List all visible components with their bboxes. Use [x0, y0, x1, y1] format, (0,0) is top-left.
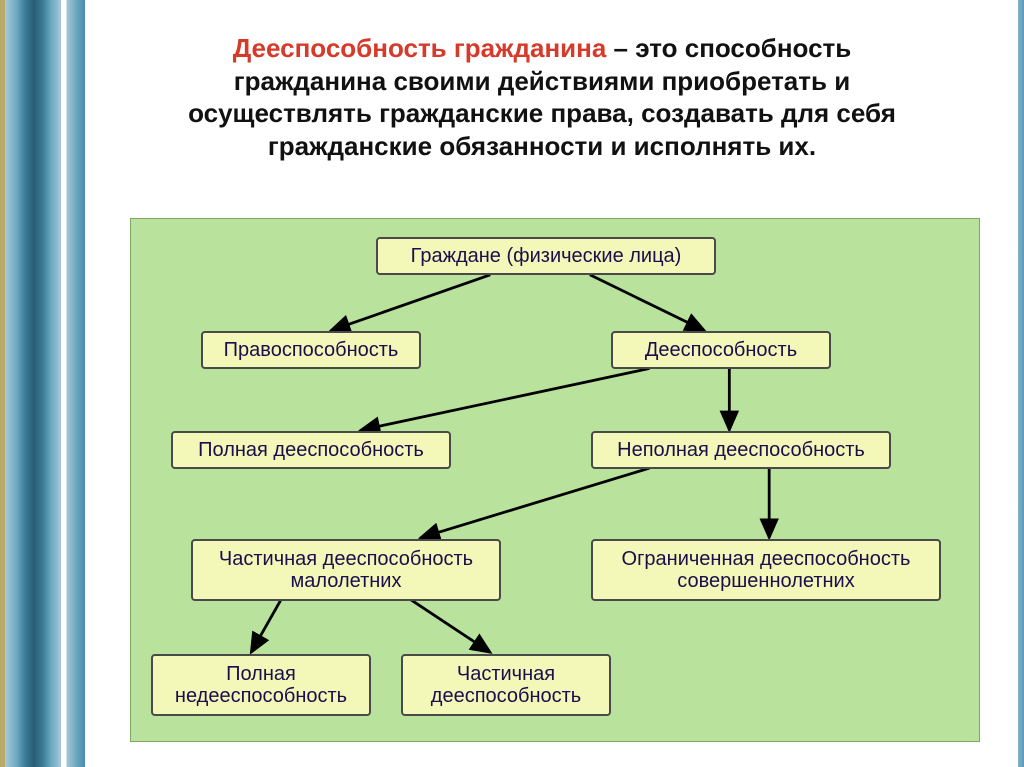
edge-minor-to-newpart — [411, 600, 491, 653]
diagram-node-dee: Дееспособность — [611, 331, 831, 369]
diagram-node-incap: Полная недееспособность — [151, 654, 371, 716]
diagram-node-root: Граждане (физические лица) — [376, 237, 716, 275]
diagram-panel: Граждане (физические лица) Правоспособнос… — [130, 218, 980, 742]
diagram-node-full: Полная дееспособность — [171, 431, 451, 469]
definition-term: Дееспособность гражданина — [233, 33, 607, 63]
diagram-node-minor: Частичная дееспособность малолетних — [191, 539, 501, 601]
edge-minor-to-incap — [251, 600, 281, 653]
left-decorative-stripe — [0, 0, 85, 767]
edge-root-to-pravo — [331, 275, 490, 331]
definition-body-line4: гражданские обязанности и исполнять их. — [268, 131, 816, 161]
definition-body-line3: осуществлять гражданские права, создават… — [188, 98, 896, 128]
diagram-node-newpart: Частичная дееспособность — [401, 654, 611, 716]
definition-text: Дееспособность гражданина – это способно… — [100, 32, 984, 162]
edge-partial-to-minor — [421, 468, 650, 538]
definition-body-line1: – это способность — [606, 33, 851, 63]
right-decorative-sliver — [1018, 0, 1024, 767]
diagram-node-partial: Неполная дееспособность — [591, 431, 891, 469]
diagram-node-limited: Ограниченная дееспособность совершенноле… — [591, 539, 941, 601]
edge-dee-to-full — [361, 368, 650, 430]
edge-root-to-dee — [590, 275, 705, 331]
definition-body-line2: гражданина своими действиями приобретать… — [234, 66, 850, 96]
diagram-node-pravo: Правоспособность — [201, 331, 421, 369]
